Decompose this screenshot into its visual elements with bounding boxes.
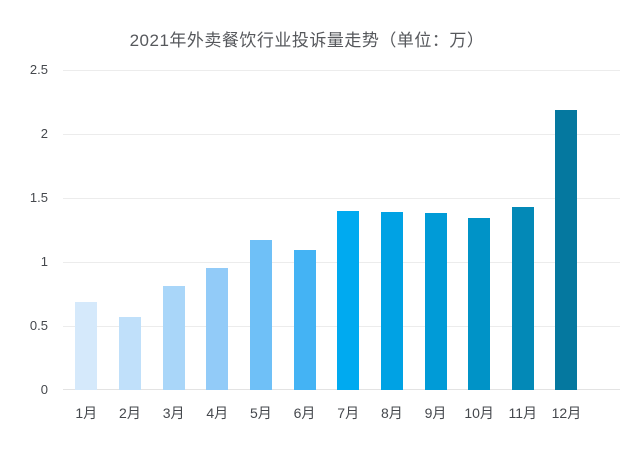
bar-3月	[162, 286, 185, 390]
bar-5月	[249, 240, 272, 390]
chart-title: 2021年外卖餐饮行业投诉量走势（单位：万）	[129, 31, 485, 50]
x-axis-label: 5月	[249, 405, 272, 421]
x-axis-label: 1月	[75, 405, 98, 421]
bar-7月	[337, 210, 360, 390]
bar-12月	[555, 109, 578, 390]
gridline	[63, 198, 620, 199]
gridline	[63, 134, 620, 135]
gridline	[63, 70, 620, 71]
bar-6月	[293, 250, 316, 390]
x-axis-label: 6月	[293, 405, 316, 421]
bar-1月	[75, 301, 98, 390]
x-axis-label: 7月	[337, 405, 360, 421]
bar-11月	[511, 206, 534, 390]
x-axis-label: 12月	[551, 405, 582, 421]
y-axis-tick-label: 2.5	[29, 62, 48, 77]
bar-8月	[380, 212, 403, 390]
y-axis-tick-label: 0	[40, 382, 48, 397]
bar-10月	[468, 218, 491, 390]
x-axis-label: 10月	[464, 405, 494, 421]
x-axis-label: 8月	[380, 405, 403, 421]
bar-9月	[424, 213, 447, 390]
x-axis-label: 9月	[424, 405, 447, 421]
y-axis-tick-label: 1	[40, 254, 48, 269]
y-axis-tick-label: 1.5	[29, 190, 48, 205]
x-axis-label: 3月	[162, 405, 185, 421]
bar-4月	[206, 268, 229, 390]
y-axis-tick-label: 0.5	[29, 318, 48, 333]
x-axis-label: 11月	[508, 405, 538, 421]
x-axis-label: 4月	[206, 405, 229, 421]
plot-area	[63, 70, 620, 390]
y-axis-tick-label: 2	[40, 126, 48, 141]
x-axis-label: 2月	[119, 405, 141, 421]
bar-2月	[118, 317, 141, 390]
